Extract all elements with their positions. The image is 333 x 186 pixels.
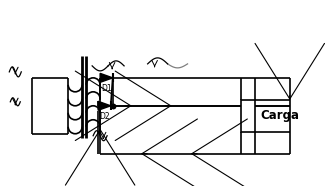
Text: Carga: Carga [261, 109, 300, 122]
Text: D1: D1 [101, 84, 112, 93]
Polygon shape [98, 101, 111, 110]
Polygon shape [100, 73, 113, 82]
Text: D2: D2 [99, 112, 110, 121]
FancyBboxPatch shape [241, 100, 255, 132]
